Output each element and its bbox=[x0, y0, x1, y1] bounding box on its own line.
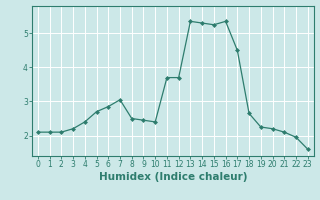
X-axis label: Humidex (Indice chaleur): Humidex (Indice chaleur) bbox=[99, 172, 247, 182]
